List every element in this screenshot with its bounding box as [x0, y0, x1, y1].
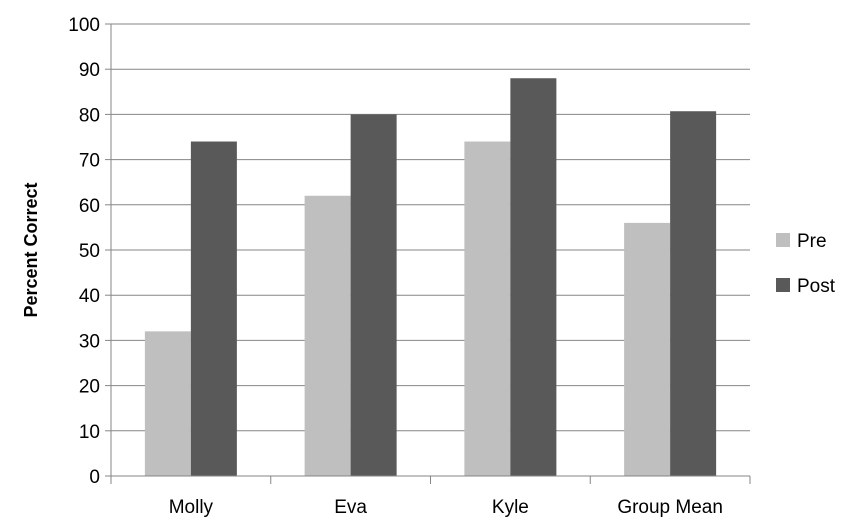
legend-label-pre: Pre [797, 231, 827, 252]
legend: Pre Post [776, 231, 836, 297]
y-tick-label: 90 [79, 60, 100, 81]
x-tick-label: Group Mean [617, 497, 723, 518]
legend-label-post: Post [797, 276, 836, 297]
y-tick-label: 10 [79, 422, 100, 443]
y-tick-labels: 0 10 20 30 40 50 60 70 80 90 100 [68, 15, 100, 488]
bar-pre-group-mean [624, 222, 671, 476]
bars [144, 78, 717, 477]
y-tick-label: 40 [79, 286, 100, 307]
y-tick-label: 20 [79, 377, 100, 398]
y-tick-label: 30 [79, 331, 100, 352]
bar-pre-kyle [464, 141, 511, 476]
y-tick-label: 80 [79, 105, 100, 126]
y-tick-label: 60 [79, 196, 100, 217]
y-tick-label: 50 [79, 241, 100, 262]
y-tick-label: 70 [79, 151, 100, 172]
bar-pre-eva [304, 195, 351, 476]
bar-pre-molly [144, 331, 191, 476]
x-tick-label: Molly [169, 497, 214, 518]
bar-post-group-mean [670, 111, 717, 477]
y-tick-label: 100 [68, 15, 100, 36]
bar-post-molly [190, 141, 237, 476]
legend-swatch-post [776, 278, 790, 292]
axes [105, 23, 751, 484]
legend-swatch-pre [776, 233, 790, 247]
x-tick-labels: Molly Eva Kyle Group Mean [169, 497, 723, 518]
bar-post-eva [350, 114, 397, 477]
y-axis-title: Percent Correct [21, 182, 41, 317]
x-tick-label: Kyle [492, 497, 529, 518]
y-tick-label: 0 [89, 467, 100, 488]
x-tick-label: Eva [334, 497, 367, 518]
bar-post-kyle [510, 78, 557, 477]
